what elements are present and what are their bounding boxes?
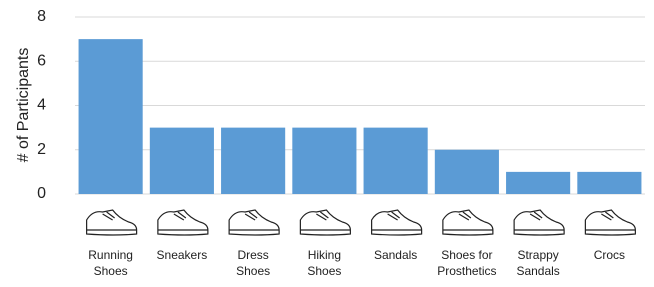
shoe-icon bbox=[87, 210, 137, 235]
y-tick-label: 6 bbox=[37, 52, 46, 69]
bar bbox=[577, 172, 641, 194]
bar bbox=[435, 150, 499, 194]
shoe-icon bbox=[514, 210, 564, 235]
shoe-outline bbox=[514, 210, 564, 235]
y-tick-label: 2 bbox=[37, 141, 46, 158]
bar bbox=[150, 128, 214, 194]
x-tick-label: Sandals bbox=[374, 248, 417, 262]
y-tick-label: 0 bbox=[37, 185, 46, 202]
shoe-icon bbox=[300, 210, 350, 235]
shoe-outline bbox=[229, 210, 279, 235]
bar bbox=[364, 128, 428, 194]
shoe-icon bbox=[443, 210, 493, 235]
shoe-outline bbox=[87, 210, 137, 235]
bar bbox=[506, 172, 570, 194]
bar bbox=[292, 128, 356, 194]
shoe-icon bbox=[158, 210, 208, 235]
x-tick-label: Crocs bbox=[594, 248, 625, 262]
shoe-outline bbox=[443, 210, 493, 235]
y-axis-label: # of Participants bbox=[15, 48, 32, 163]
shoe-icon bbox=[229, 210, 279, 235]
bar bbox=[221, 128, 285, 194]
bar bbox=[79, 39, 143, 194]
shoe-outline bbox=[372, 210, 422, 235]
shoe-icon bbox=[585, 210, 635, 235]
shoe-outline bbox=[300, 210, 350, 235]
shoe-outline bbox=[585, 210, 635, 235]
y-tick-label: 8 bbox=[37, 8, 46, 25]
x-tick-label: Sneakers bbox=[157, 248, 208, 262]
y-tick-label: 4 bbox=[37, 97, 46, 114]
shoe-outline bbox=[158, 210, 208, 235]
shoe-icon bbox=[372, 210, 422, 235]
chart: # of Participants 0 2 4 6 8 RunningShoes Sneak… bbox=[0, 0, 654, 282]
